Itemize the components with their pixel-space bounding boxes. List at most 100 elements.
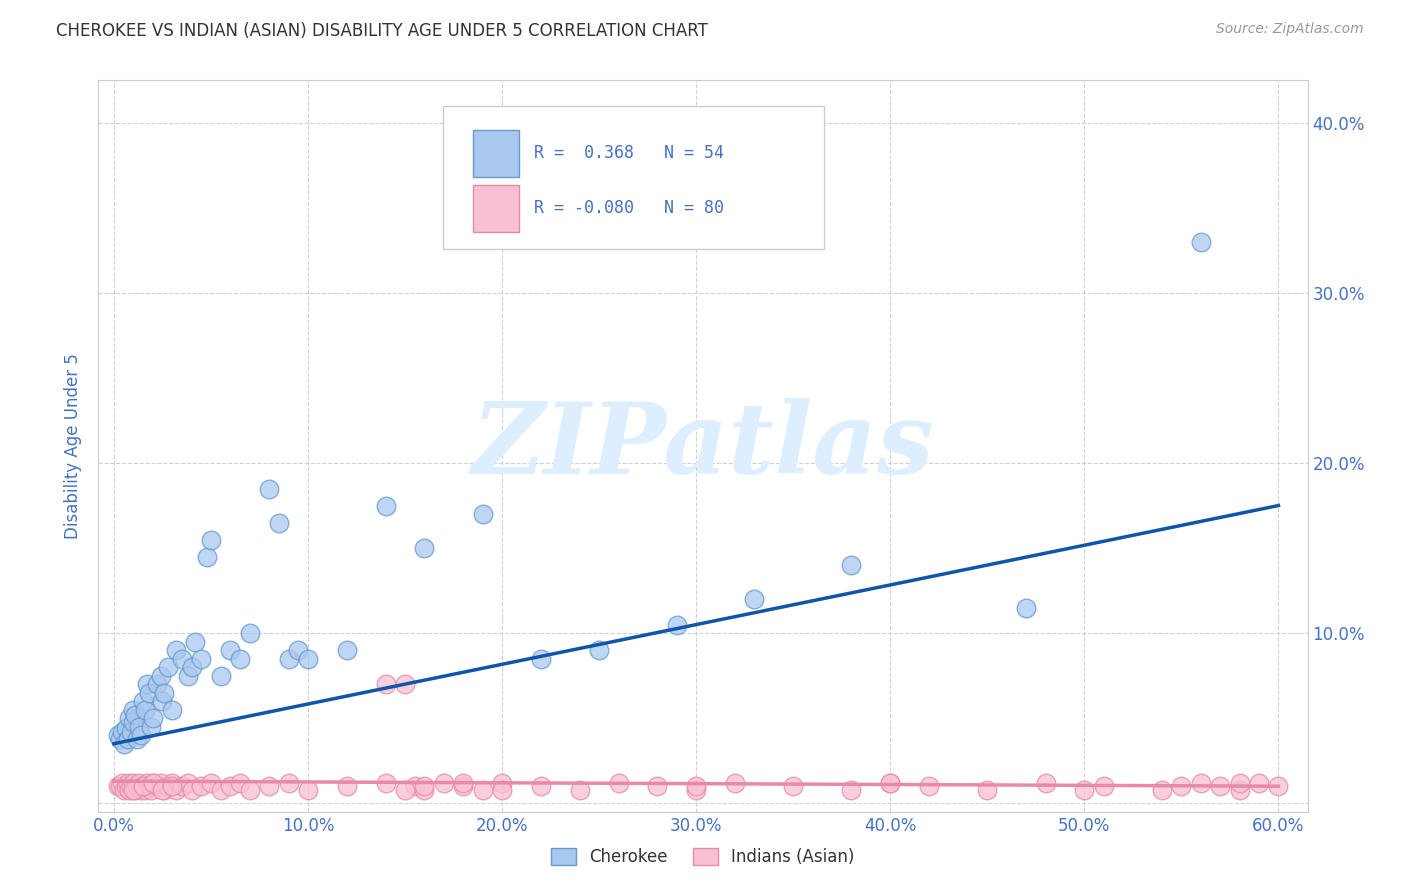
Point xyxy=(685,782,707,797)
Point xyxy=(170,779,193,793)
Text: R =  0.368   N = 54: R = 0.368 N = 54 xyxy=(534,145,724,162)
Point xyxy=(107,728,129,742)
Point xyxy=(471,507,494,521)
Point xyxy=(111,776,134,790)
Point xyxy=(918,779,941,793)
Point xyxy=(176,776,198,790)
Point xyxy=(394,782,416,797)
Point xyxy=(108,731,131,746)
Point xyxy=(129,782,152,797)
Point xyxy=(413,782,436,797)
Text: R = -0.080   N = 80: R = -0.080 N = 80 xyxy=(534,199,724,218)
Point xyxy=(122,776,145,790)
Point xyxy=(976,782,998,797)
Point xyxy=(136,677,159,691)
Point xyxy=(374,499,396,513)
Point xyxy=(1150,782,1173,797)
Point xyxy=(209,782,232,797)
Point xyxy=(165,782,187,797)
Legend: Cherokee, Indians (Asian): Cherokee, Indians (Asian) xyxy=(544,841,862,873)
Point xyxy=(139,782,162,797)
Point xyxy=(1267,779,1289,793)
Point xyxy=(200,776,222,790)
Point xyxy=(1170,779,1192,793)
Point xyxy=(413,541,436,555)
Point xyxy=(149,776,172,790)
Point xyxy=(267,516,290,530)
Point xyxy=(1092,779,1115,793)
Point xyxy=(453,779,475,793)
Point xyxy=(160,703,183,717)
Point xyxy=(219,643,242,657)
Point xyxy=(112,782,135,797)
Point xyxy=(190,779,212,793)
FancyBboxPatch shape xyxy=(474,129,519,178)
Point xyxy=(257,482,280,496)
Text: Source: ZipAtlas.com: Source: ZipAtlas.com xyxy=(1216,22,1364,37)
Point xyxy=(336,643,359,657)
Point xyxy=(124,707,146,722)
Point xyxy=(120,724,142,739)
Point xyxy=(1247,776,1270,790)
Point xyxy=(607,776,630,790)
Point xyxy=(128,776,150,790)
Point xyxy=(491,776,513,790)
Point xyxy=(111,724,134,739)
Point xyxy=(665,617,688,632)
Point xyxy=(374,677,396,691)
Point xyxy=(153,782,176,797)
Point xyxy=(122,782,145,797)
Point xyxy=(782,779,804,793)
Point xyxy=(132,779,155,793)
Point xyxy=(124,782,146,797)
Point xyxy=(138,686,160,700)
Point xyxy=(724,776,747,790)
Point xyxy=(588,643,610,657)
Point xyxy=(145,677,167,691)
Point xyxy=(134,782,156,797)
Point xyxy=(118,782,141,797)
Point xyxy=(277,651,299,665)
Point xyxy=(122,703,145,717)
Point xyxy=(1073,782,1095,797)
Point xyxy=(108,779,131,793)
Point xyxy=(139,720,162,734)
Point xyxy=(152,694,174,708)
Point xyxy=(413,779,436,793)
Point xyxy=(239,626,262,640)
Point xyxy=(180,782,202,797)
Point xyxy=(157,779,180,793)
Point xyxy=(195,549,218,564)
Point xyxy=(132,779,155,793)
Point xyxy=(1229,776,1251,790)
Point xyxy=(200,533,222,547)
Point xyxy=(744,592,766,607)
Point xyxy=(107,779,129,793)
Point xyxy=(184,634,207,648)
Point xyxy=(841,558,863,572)
Point xyxy=(117,776,139,790)
Point xyxy=(136,776,159,790)
Point xyxy=(157,660,180,674)
Point xyxy=(142,776,165,790)
Point xyxy=(257,779,280,793)
FancyBboxPatch shape xyxy=(443,106,824,249)
Point xyxy=(491,782,513,797)
Point xyxy=(180,660,202,674)
Point xyxy=(1015,600,1038,615)
Point xyxy=(149,668,172,682)
Point xyxy=(145,779,167,793)
Point xyxy=(129,728,152,742)
Point xyxy=(209,668,232,682)
Point xyxy=(142,776,165,790)
Point xyxy=(120,779,142,793)
Point xyxy=(1035,776,1057,790)
Point xyxy=(190,651,212,665)
Point xyxy=(170,651,193,665)
Point xyxy=(404,779,426,793)
Point xyxy=(118,711,141,725)
Point xyxy=(229,776,252,790)
Point xyxy=(112,737,135,751)
Point xyxy=(114,722,136,736)
Point xyxy=(453,776,475,790)
